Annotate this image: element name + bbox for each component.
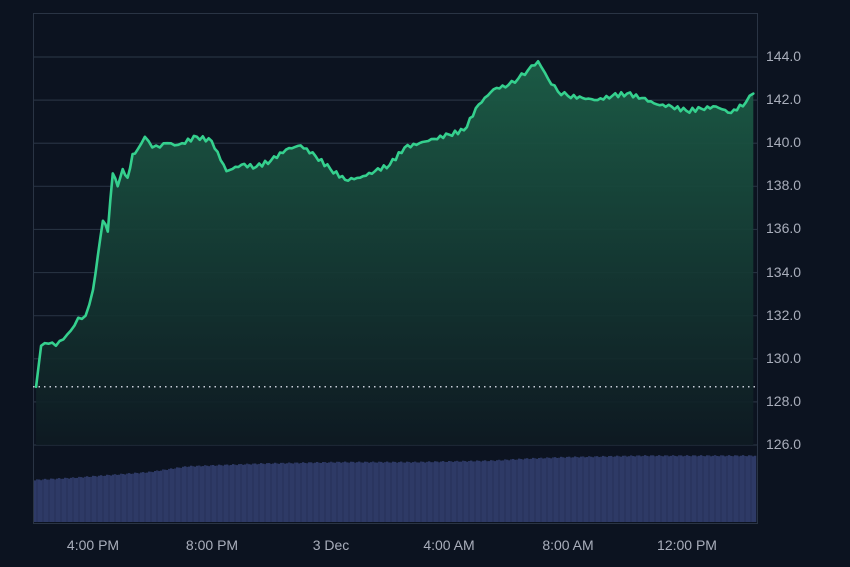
y-tick-label: 128.0 — [766, 392, 802, 409]
y-tick-label: 144.0 — [766, 48, 802, 64]
x-tick-label: 4:00 PM — [66, 537, 120, 553]
y-tick-label: 136.0 — [766, 220, 802, 237]
y-tick-label: 134.0 — [766, 263, 802, 280]
plot-border — [33, 13, 758, 524]
y-tick-label: 130.0 — [766, 349, 802, 366]
volume-bars — [34, 455, 757, 522]
price-line — [34, 60, 755, 389]
x-tick-label: 8:00 AM — [542, 537, 594, 553]
price-area — [36, 61, 754, 446]
y-tick-label: 142.0 — [766, 91, 802, 108]
y-tick-label: 140.0 — [766, 134, 802, 151]
y-tick-label: 126.0 — [766, 436, 802, 452]
x-tick-label: 12:00 PM — [657, 537, 717, 553]
y-tick-label: 138.0 — [766, 177, 802, 194]
x-tick-label: 3 Dec — [312, 537, 350, 553]
x-tick-label: 4:00 AM — [423, 537, 475, 553]
y-tick-label: 132.0 — [766, 306, 802, 323]
x-tick-label: 8:00 PM — [185, 537, 239, 553]
